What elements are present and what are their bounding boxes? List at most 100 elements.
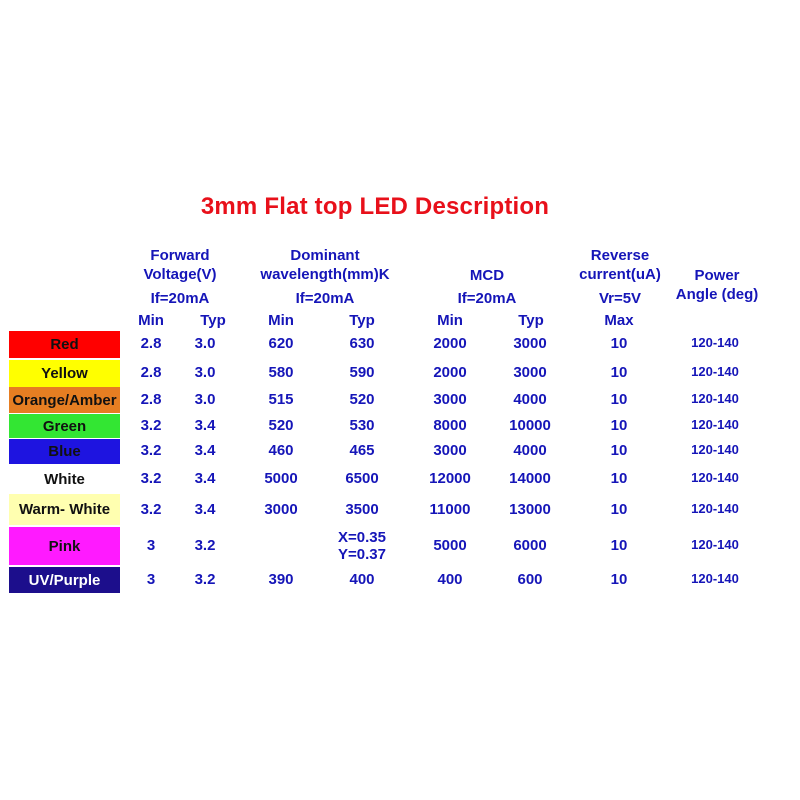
color-name: Warm- White	[18, 501, 111, 518]
cell-rc-max: 10	[610, 537, 628, 554]
cell-wl-min: 520	[268, 417, 294, 434]
cell-fv-min: 3.2	[140, 417, 162, 434]
cell-fv-typ: 3.2	[194, 571, 216, 588]
header-forward-voltage: Forward Voltage(V)	[128, 246, 232, 284]
cell-fv-typ: 3.4	[194, 442, 216, 459]
cell-angle: 120-140	[691, 391, 739, 406]
cell-wl-typ: 520	[349, 391, 375, 408]
cell-wl-min: 3000	[264, 501, 298, 518]
cell-fv-typ: 3.0	[194, 364, 216, 381]
header-reverse-current-line1: Reverse	[590, 247, 650, 264]
cell-wl-typ: 530	[349, 417, 375, 434]
header-forward-voltage-line2: Voltage(V)	[143, 266, 217, 283]
cell-mcd-min: 2000	[433, 335, 467, 352]
cell-mcd-min: 11000	[429, 501, 471, 518]
header-forward-voltage-line1: Forward	[150, 247, 210, 264]
cell-wl-typ: 6500	[345, 470, 379, 487]
cell-mcd-min: 3000	[433, 391, 467, 408]
color-swatch: Blue	[9, 439, 120, 464]
cell-wl-typ: X=0.35 Y=0.37	[337, 529, 387, 563]
header-mcd: MCD	[469, 267, 505, 284]
cell-fv-typ: 3.0	[194, 391, 216, 408]
condition-wl: If=20mA	[295, 290, 355, 307]
cell-wl-min: 5000	[264, 470, 298, 487]
page-title: 3mm Flat top LED Description	[200, 193, 550, 220]
color-swatch: White	[9, 466, 120, 492]
cell-mcd-typ: 13000	[509, 501, 551, 518]
cell-mcd-typ: 10000	[509, 417, 551, 434]
cell-wl-min: 515	[268, 391, 294, 408]
cell-wl-min: 390	[268, 571, 294, 588]
header-reverse-current-line2: current(uA)	[579, 266, 661, 283]
cell-mcd-min: 3000	[433, 442, 467, 459]
cell-fv-min: 3.2	[140, 470, 162, 487]
cell-mcd-min: 2000	[433, 364, 467, 381]
cell-rc-max: 10	[610, 335, 628, 352]
header-power-angle-line1: Power	[694, 267, 740, 284]
color-swatch: Warm- White	[9, 494, 120, 525]
subheader-fv-min: Min	[138, 312, 164, 329]
condition-vr: Vr=5V	[598, 290, 642, 307]
cell-wl-min: 460	[268, 442, 294, 459]
color-swatch: Yellow	[9, 360, 120, 387]
header-dominant-wavelength-line2: wavelength(mm)K	[260, 266, 390, 283]
cell-rc-max: 10	[610, 470, 628, 487]
color-name: Yellow	[41, 365, 88, 382]
cell-fv-min: 3	[146, 571, 156, 588]
color-swatch: Orange/Amber	[9, 387, 120, 413]
cell-mcd-min: 5000	[433, 537, 467, 554]
cell-wl-typ-y: Y=0.37	[338, 546, 386, 563]
cell-fv-typ: 3.4	[194, 470, 216, 487]
condition-mcd: If=20mA	[457, 290, 517, 307]
color-name: Green	[42, 417, 87, 435]
color-name: Orange/Amber	[12, 391, 117, 409]
cell-rc-max: 10	[610, 364, 628, 381]
color-name: Blue	[48, 443, 81, 460]
cell-fv-typ: 3.4	[194, 501, 216, 518]
cell-fv-min: 3	[146, 537, 156, 554]
cell-wl-typ: 3500	[345, 501, 379, 518]
subheader-fv-typ: Typ	[200, 312, 226, 329]
cell-mcd-min: 400	[437, 571, 463, 588]
color-swatch: Green	[9, 414, 120, 438]
cell-angle: 120-140	[691, 442, 739, 457]
condition-fv: If=20mA	[150, 290, 210, 307]
cell-angle: 120-140	[691, 364, 739, 379]
cell-wl-typ-x: X=0.35	[338, 529, 386, 546]
cell-angle: 120-140	[691, 537, 739, 552]
cell-fv-typ: 3.2	[194, 537, 216, 554]
cell-mcd-typ: 600	[517, 571, 543, 588]
cell-rc-max: 10	[610, 442, 628, 459]
color-swatch: Red	[9, 331, 120, 358]
cell-rc-max: 10	[610, 417, 628, 434]
color-swatch: UV/Purple	[9, 567, 120, 593]
subheader-wl-min: Min	[268, 312, 294, 329]
cell-mcd-typ: 14000	[509, 470, 551, 487]
cell-mcd-typ: 4000	[513, 442, 547, 459]
header-dominant-wavelength: Dominant wavelength(mm)K	[250, 246, 400, 284]
cell-fv-min: 3.2	[140, 442, 162, 459]
cell-angle: 120-140	[691, 335, 739, 350]
cell-fv-min: 3.2	[140, 501, 162, 518]
color-name: White	[44, 470, 85, 488]
cell-mcd-typ: 3000	[513, 335, 547, 352]
cell-fv-min: 2.8	[140, 391, 162, 408]
cell-wl-typ: 630	[349, 335, 375, 352]
cell-mcd-typ: 6000	[513, 537, 547, 554]
header-reverse-current: Reverse current(uA)	[570, 246, 670, 284]
cell-rc-max: 10	[610, 501, 628, 518]
cell-fv-typ: 3.0	[194, 335, 216, 352]
header-power-angle-line2: Angle (deg)	[675, 286, 759, 303]
color-name: Red	[50, 336, 79, 353]
cell-mcd-min: 12000	[429, 470, 471, 487]
cell-rc-max: 10	[610, 391, 628, 408]
subheader-rc-max: Max	[604, 312, 634, 329]
subheader-mcd-min: Min	[437, 312, 463, 329]
cell-fv-typ: 3.4	[194, 417, 216, 434]
cell-wl-min: 580	[268, 364, 294, 381]
color-name: UV/Purple	[28, 571, 101, 589]
cell-wl-typ: 465	[349, 442, 375, 459]
cell-angle: 120-140	[691, 470, 739, 485]
header-dominant-wavelength-line1: Dominant	[290, 247, 360, 264]
cell-mcd-typ: 4000	[513, 391, 547, 408]
